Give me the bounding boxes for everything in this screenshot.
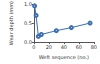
svg-text:0: 0 [32, 44, 35, 50]
svg-text:Weft sequence (no.): Weft sequence (no.) [39, 54, 89, 61]
svg-text:40: 40 [61, 44, 67, 50]
svg-text:Wear depth (mm): Wear depth (mm) [8, 1, 15, 45]
svg-text:0.5: 0.5 [24, 20, 32, 26]
svg-text:0.0: 0.0 [24, 39, 32, 45]
svg-text:60: 60 [76, 44, 82, 50]
svg-text:1.0: 1.0 [24, 1, 32, 7]
svg-text:80: 80 [91, 44, 97, 50]
svg-text:20: 20 [46, 44, 52, 50]
